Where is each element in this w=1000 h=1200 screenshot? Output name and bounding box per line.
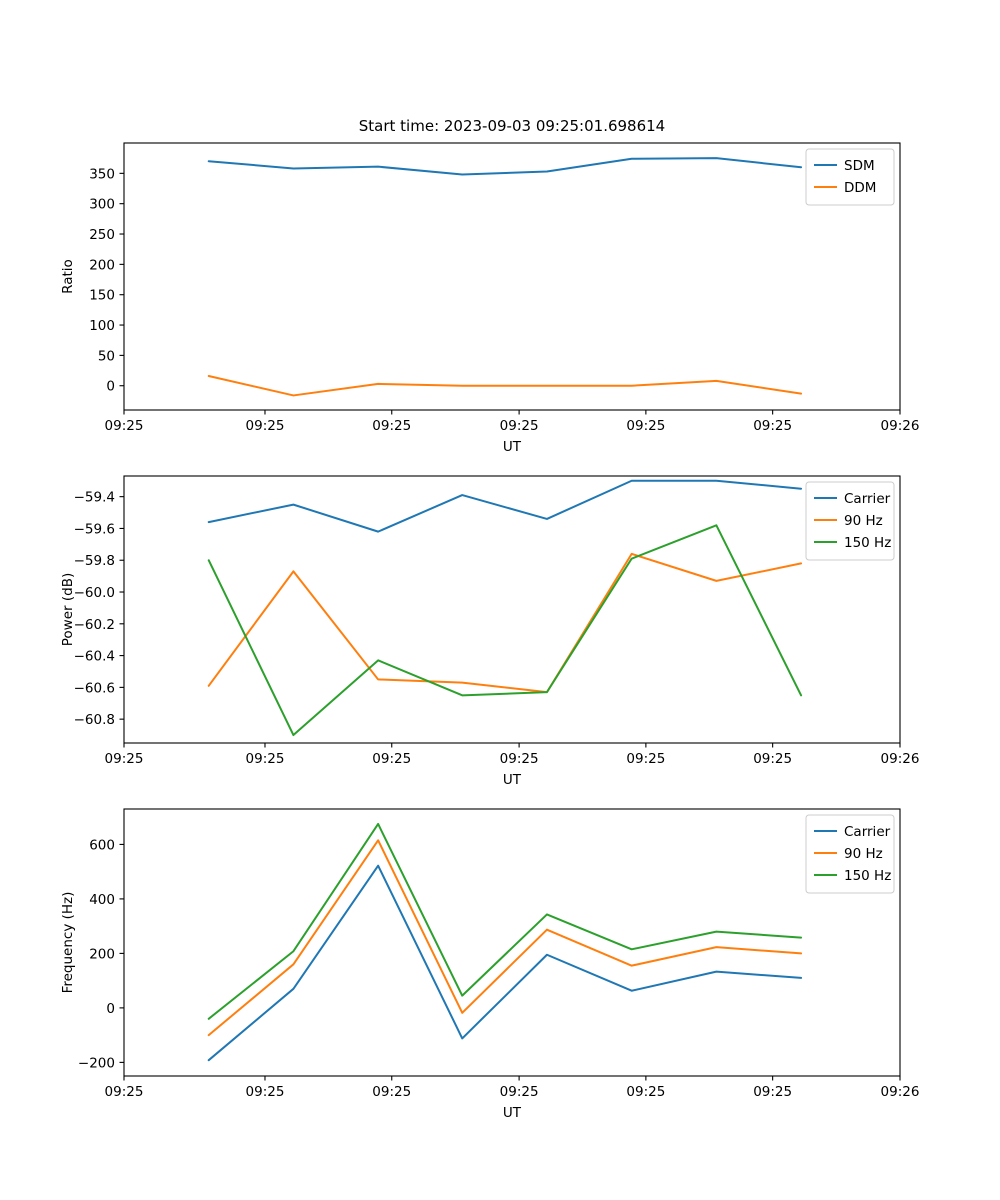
y-tick-label: 300 — [89, 197, 115, 213]
x-axis-label-power: UT — [503, 772, 522, 788]
x-tick-label: 09:25 — [105, 1084, 144, 1100]
x-tick-label: 09:26 — [881, 418, 920, 434]
x-axis-label-frequency: UT — [503, 1105, 522, 1121]
y-tick-label: 600 — [89, 837, 115, 853]
y-tick-label: 200 — [89, 257, 115, 273]
legend-label-carrier: Carrier — [844, 824, 891, 840]
x-tick-label: 09:25 — [753, 751, 792, 767]
x-tick-label: 09:25 — [500, 1084, 539, 1100]
y-tick-label: −60.8 — [74, 712, 115, 728]
x-tick-label: 09:25 — [246, 1084, 285, 1100]
subplot-ratio: 09:25 09:25 09:25 09:25 09:25 09:25 09:26 0 50 10… — [60, 142, 920, 455]
x-axis-label-ratio: UT — [503, 439, 522, 455]
y-tick-label: 350 — [89, 166, 115, 182]
x-tick-label: 09:25 — [626, 1084, 665, 1100]
plot-frame-ratio — [123, 142, 901, 411]
x-tick-label: 09:25 — [372, 751, 411, 767]
y-tick-label: −60.0 — [74, 585, 115, 601]
x-tick-label: 09:25 — [372, 1084, 411, 1100]
subplot-power: 09:25 09:25 09:25 09:25 09:25 09:25 09:26 −59.4… — [60, 475, 920, 788]
x-tick-label: 09:25 — [105, 751, 144, 767]
series-line-150-hz — [207, 524, 803, 737]
y-axis-label-frequency: Frequency (Hz) — [60, 892, 76, 994]
y-tick-label: 0 — [106, 379, 115, 395]
legend-box-frequency — [805, 814, 895, 894]
y-tick-label: 100 — [89, 318, 115, 334]
plot-frame-frequency — [123, 808, 901, 1077]
y-tick-label: 0 — [106, 1001, 115, 1017]
x-tick-label: 09:25 — [500, 751, 539, 767]
legend-label-ddm: DDM — [844, 180, 876, 196]
legend-label-sdm: SDM — [844, 158, 875, 174]
y-tick-label: 400 — [89, 892, 115, 908]
series-line-90-hz — [207, 839, 803, 1037]
y-tick-label: −59.8 — [74, 553, 115, 569]
legend-label-90-hz: 90 Hz — [844, 846, 883, 862]
figure-title: Start time: 2023-09-03 09:25:01.698614 — [359, 117, 665, 135]
legend-box-power — [805, 481, 895, 561]
series-line-carrier — [207, 864, 803, 1062]
legend-label-carrier: Carrier — [844, 491, 891, 507]
x-tick-label: 09:25 — [626, 418, 665, 434]
series-line-sdm — [207, 157, 803, 176]
series-line-150-hz — [207, 822, 803, 1020]
series-line-90-hz — [207, 552, 803, 694]
x-tick-label: 09:25 — [372, 418, 411, 434]
y-tick-label: −200 — [78, 1055, 115, 1071]
y-tick-label: −60.6 — [74, 680, 115, 696]
x-tick-label: 09:25 — [626, 751, 665, 767]
x-tick-label: 09:25 — [246, 418, 285, 434]
y-tick-label: 200 — [89, 946, 115, 962]
legend-label-150-hz: 150 Hz — [844, 868, 891, 884]
legend-label-150-hz: 150 Hz — [844, 535, 891, 551]
series-line-ddm — [207, 375, 803, 397]
series-line-carrier — [207, 479, 803, 533]
x-tick-label: 09:25 — [753, 1084, 792, 1100]
subplot-frequency: 09:25 09:25 09:25 09:25 09:25 09:25 09:26 −200 0… — [60, 808, 920, 1121]
y-tick-label: 250 — [89, 227, 115, 243]
y-tick-label: −60.4 — [74, 649, 115, 665]
y-axis-label-ratio: Ratio — [60, 259, 76, 294]
legend-box-ratio — [805, 148, 895, 206]
x-tick-label: 09:25 — [105, 418, 144, 434]
y-axis-label-power: Power (dB) — [60, 573, 76, 646]
plot-frame-power — [123, 475, 901, 744]
x-tick-label: 09:25 — [500, 418, 539, 434]
y-tick-label: −60.2 — [74, 617, 115, 633]
legend-label-90-hz: 90 Hz — [844, 513, 883, 529]
x-tick-label: 09:25 — [246, 751, 285, 767]
y-tick-label: −59.4 — [74, 490, 115, 506]
x-tick-label: 09:26 — [881, 1084, 920, 1100]
y-tick-label: −59.6 — [74, 521, 115, 537]
x-tick-label: 09:26 — [881, 751, 920, 767]
x-tick-label: 09:25 — [753, 418, 792, 434]
y-tick-label: 50 — [98, 348, 115, 364]
y-tick-label: 150 — [89, 288, 115, 304]
